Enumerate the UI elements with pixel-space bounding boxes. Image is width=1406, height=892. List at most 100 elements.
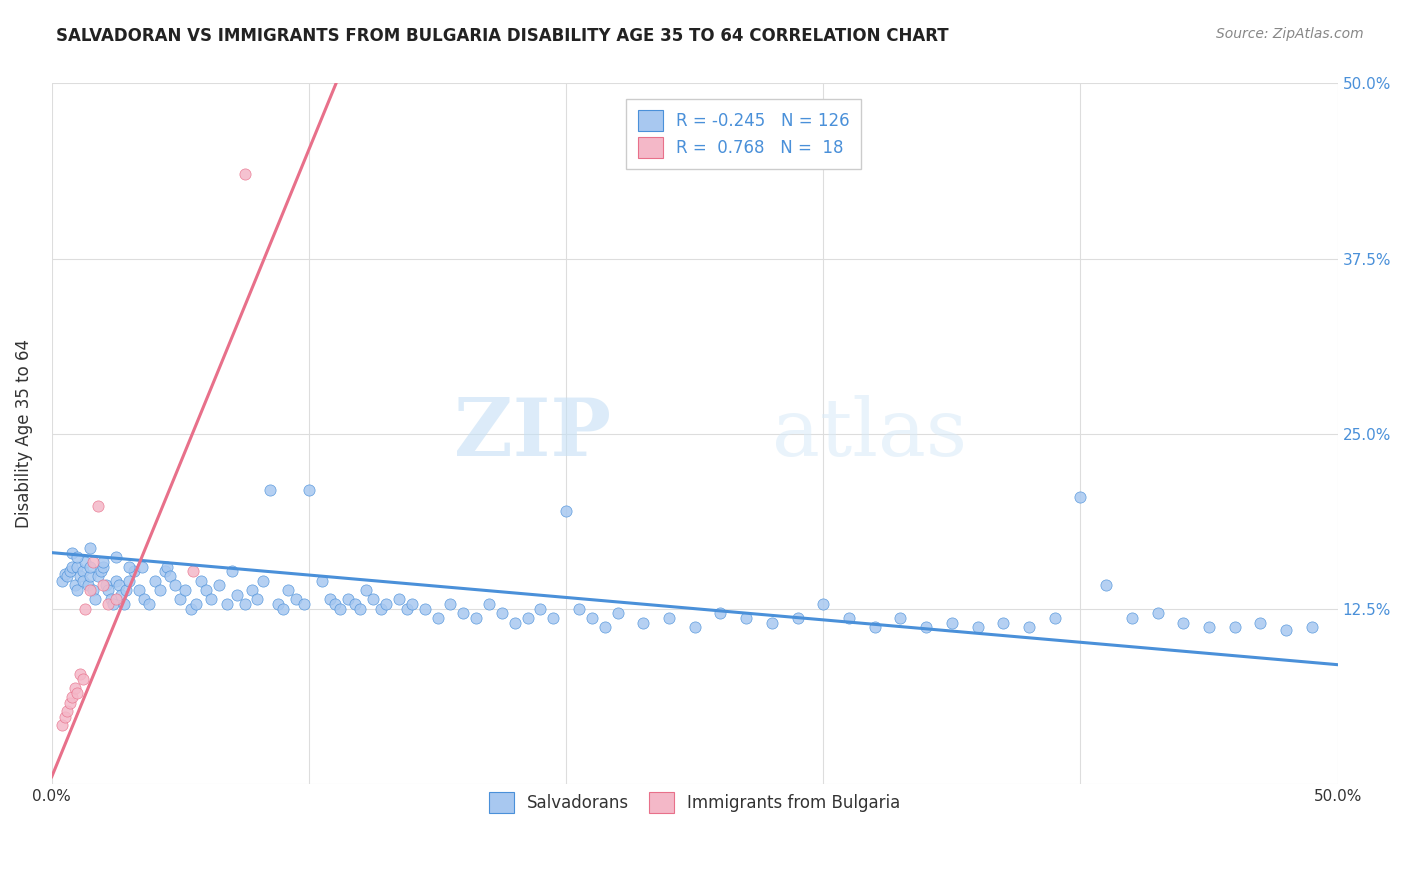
Point	[361, 591, 384, 606]
Point	[401, 598, 423, 612]
Point	[375, 598, 398, 612]
Point	[60, 546, 83, 560]
Point	[761, 615, 783, 630]
Point	[215, 598, 238, 612]
Point	[153, 564, 176, 578]
Point	[529, 601, 551, 615]
Point	[82, 556, 104, 570]
Point	[79, 569, 101, 583]
Point	[72, 672, 94, 686]
Point	[1250, 615, 1272, 630]
Point	[128, 583, 150, 598]
Point	[966, 620, 988, 634]
Point	[79, 541, 101, 556]
Point	[838, 611, 860, 625]
Point	[59, 564, 82, 578]
Point	[118, 574, 141, 588]
Point	[84, 591, 107, 606]
Point	[593, 620, 616, 634]
Point	[491, 606, 513, 620]
Point	[1275, 623, 1298, 637]
Point	[786, 611, 808, 625]
Point	[87, 500, 110, 514]
Point	[131, 559, 153, 574]
Point	[91, 559, 114, 574]
Point	[292, 598, 315, 612]
Point	[349, 601, 371, 615]
Text: Source: ZipAtlas.com: Source: ZipAtlas.com	[1216, 27, 1364, 41]
Point	[76, 578, 98, 592]
Point	[208, 578, 231, 592]
Point	[581, 611, 603, 625]
Point	[503, 615, 526, 630]
Point	[813, 598, 835, 612]
Point	[246, 591, 269, 606]
Point	[72, 564, 94, 578]
Point	[110, 588, 132, 602]
Point	[541, 611, 564, 625]
Point	[97, 598, 120, 612]
Point	[91, 578, 114, 592]
Point	[112, 598, 135, 612]
Point	[451, 606, 474, 620]
Point	[370, 601, 392, 615]
Point	[1043, 611, 1066, 625]
Point	[107, 578, 129, 592]
Point	[863, 620, 886, 634]
Point	[190, 574, 212, 588]
Point	[271, 601, 294, 615]
Point	[53, 566, 76, 581]
Point	[165, 578, 187, 592]
Point	[388, 591, 411, 606]
Point	[138, 598, 160, 612]
Point	[1198, 620, 1220, 634]
Point	[118, 559, 141, 574]
Point	[426, 611, 449, 625]
Point	[465, 611, 488, 625]
Point	[87, 569, 110, 583]
Point	[240, 583, 263, 598]
Point	[60, 559, 83, 574]
Point	[53, 709, 76, 723]
Point	[75, 601, 97, 615]
Point	[568, 601, 591, 615]
Point	[63, 578, 86, 592]
Point	[413, 601, 436, 615]
Text: atlas: atlas	[772, 394, 967, 473]
Point	[105, 591, 128, 606]
Point	[233, 598, 256, 612]
Point	[516, 611, 538, 625]
Point	[285, 591, 308, 606]
Point	[1018, 620, 1040, 634]
Point	[63, 681, 86, 696]
Point	[1173, 615, 1195, 630]
Point	[82, 583, 104, 598]
Point	[329, 601, 352, 615]
Point	[90, 564, 112, 578]
Point	[60, 690, 83, 704]
Point	[344, 598, 367, 612]
Point	[181, 564, 204, 578]
Point	[174, 583, 197, 598]
Point	[75, 556, 97, 570]
Point	[51, 574, 73, 588]
Point	[915, 620, 938, 634]
Point	[159, 569, 181, 583]
Point	[555, 503, 578, 517]
Point	[66, 559, 89, 574]
Point	[226, 588, 249, 602]
Point	[69, 569, 91, 583]
Point	[233, 168, 256, 182]
Point	[889, 611, 911, 625]
Point	[267, 598, 290, 612]
Point	[478, 598, 501, 612]
Point	[97, 583, 120, 598]
Point	[94, 578, 117, 592]
Point	[336, 591, 359, 606]
Point	[103, 598, 125, 612]
Point	[633, 615, 655, 630]
Point	[1301, 620, 1323, 634]
Point	[180, 601, 202, 615]
Point	[59, 696, 82, 710]
Point	[51, 718, 73, 732]
